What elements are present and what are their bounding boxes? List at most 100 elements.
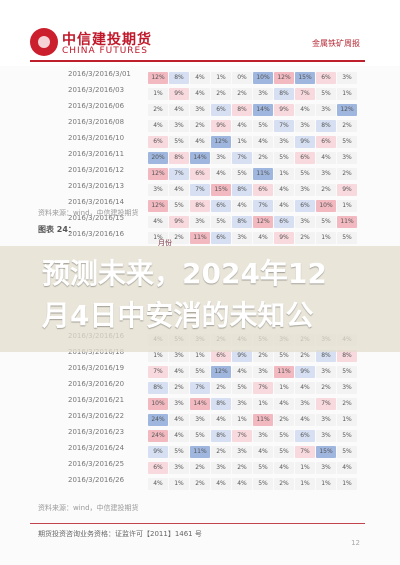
heatmap-cell: 3%: [190, 104, 210, 116]
heatmap-cell: 1%: [274, 168, 294, 180]
heatmap-cell: 4%: [169, 366, 189, 378]
heatmap-cell: 14%: [190, 152, 210, 164]
heatmap-cell: 6%: [316, 136, 336, 148]
heatmap-cell: 3%: [211, 152, 231, 164]
heatmap-cell: 4%: [232, 478, 252, 490]
heatmap-cell: 3%: [295, 216, 315, 228]
heatmap-cell: 4%: [169, 104, 189, 116]
heatmap-cell: 6%: [190, 168, 210, 180]
table-row: 2016/3/2016/3/01 12% 8% 4% 1% 0% 10% 12% 15% 6% 3%: [38, 70, 357, 86]
heatmap-cell: 6%: [295, 200, 315, 212]
table-row: 2016/3/2016/08 4% 3% 2% 9% 4% 5% 7% 3% 8% 2%: [38, 118, 357, 134]
heatmap-cell: 10%: [148, 398, 168, 410]
heatmap-cell: 5%: [211, 216, 231, 228]
heatmap-cell: 1%: [274, 382, 294, 394]
heatmap-cell: 3%: [232, 232, 252, 244]
heatmap-cell: 3%: [295, 120, 315, 132]
heatmap-cell: 3%: [253, 88, 273, 100]
heatmap-cell: 4%: [148, 478, 168, 490]
heatmap-cell: 9%: [232, 350, 252, 362]
heatmap-cell: 1%: [148, 232, 168, 244]
heatmap-cell: 7%: [148, 366, 168, 378]
row-date-label: 2016/3/2016/03: [68, 86, 125, 94]
heatmap-cell: 4%: [169, 414, 189, 426]
heatmap-cell: 6%: [148, 136, 168, 148]
heatmap-cell: 7%: [295, 88, 315, 100]
heatmap-cell: 6%: [295, 430, 315, 442]
heatmap-cell: 8%: [169, 72, 189, 84]
heatmap-cell: 1%: [169, 478, 189, 490]
table-row: 2016/3/2016/11 20% 8% 14% 3% 7% 2% 5% 6% 4% 3%: [38, 150, 357, 166]
heatmap-cell: 5%: [274, 350, 294, 362]
heatmap-cell: 3%: [253, 430, 273, 442]
heatmap-cell: 3%: [295, 398, 315, 410]
table-row: 2016/3/2016/12 12% 7% 6% 4% 5% 11% 1% 5% 3% 2%: [38, 166, 357, 182]
heatmap-cell: 4%: [274, 200, 294, 212]
heatmap-cell: 2%: [274, 478, 294, 490]
heatmap-cell: 1%: [316, 232, 336, 244]
heatmap-cell: 7%: [274, 120, 294, 132]
heatmap-cell: 7%: [169, 168, 189, 180]
heatmap-cell: 0%: [232, 72, 252, 84]
heatmap-cell: 8%: [232, 104, 252, 116]
heatmap-cell: 12%: [148, 168, 168, 180]
row-date-label: 2016/3/2016/23: [68, 428, 125, 436]
heatmap-cell: 15%: [211, 184, 231, 196]
heatmap-cell: 4%: [148, 120, 168, 132]
heatmap-cell: 3%: [274, 136, 294, 148]
heatmap-cell: 15%: [295, 72, 315, 84]
heatmap-cell: 7%: [316, 398, 336, 410]
table-row: 2016/3/2016/20 8% 2% 7% 2% 5% 7% 1% 4% 2% 3%: [38, 380, 357, 396]
heatmap-cell: 4%: [211, 478, 231, 490]
heatmap-cell: 4%: [337, 462, 357, 474]
heatmap-cell: 2%: [211, 446, 231, 458]
heatmap-cell: 6%: [274, 216, 294, 228]
heatmap-cell: 7%: [253, 200, 273, 212]
heatmap-cell: 8%: [316, 120, 336, 132]
row-date-label: 2016/3/2016/25: [68, 460, 125, 468]
headline-line-2: 月4日中安消的未知公: [42, 299, 314, 332]
heatmap-cell: 6%: [253, 184, 273, 196]
heatmap-cell: 8%: [190, 200, 210, 212]
heatmap-cell: 1%: [295, 462, 315, 474]
heatmap-cell: 4%: [211, 168, 231, 180]
heatmap-cell: 4%: [232, 200, 252, 212]
heatmap-cell: 2%: [190, 462, 210, 474]
heatmap-cell: 3%: [337, 382, 357, 394]
heatmap-cell: 6%: [316, 72, 336, 84]
heatmap-cell: 9%: [274, 232, 294, 244]
heatmap-cell: 9%: [148, 446, 168, 458]
report-tag: 金属铁矿周报: [312, 39, 360, 48]
figure-title: 图表 24：: [38, 225, 76, 234]
heatmap-cell: 5%: [337, 446, 357, 458]
row-date-label: 2016/3/2016/14: [68, 198, 125, 206]
heatmap-cell: 11%: [337, 216, 357, 228]
heatmap-cell: 3%: [316, 366, 336, 378]
heatmap-cell: 20%: [148, 152, 168, 164]
footer-text: 期货投资咨询业务资格：证监许可【2011】1461 号: [38, 530, 202, 538]
heatmap-cell: 5%: [295, 168, 315, 180]
row-date-label: 2016/3/2016/22: [68, 412, 125, 420]
heatmap-cell: 5%: [232, 168, 252, 180]
heatmap-cell: 2%: [169, 382, 189, 394]
row-date-label: 2016/3/2016/06: [68, 102, 125, 110]
heatmap-cell: 2%: [316, 382, 336, 394]
heatmap-cell: 1%: [337, 414, 357, 426]
heatmap-cell: 6%: [211, 104, 231, 116]
heatmap-cell: 4%: [169, 184, 189, 196]
heatmap-cell: 9%: [169, 216, 189, 228]
heatmap-cell: 5%: [337, 430, 357, 442]
row-date-label: 2016/3/2016/21: [68, 396, 125, 404]
heatmap-cell: 12%: [274, 72, 294, 84]
heatmap-cell: 1%: [337, 200, 357, 212]
heatmap-cell: 5%: [316, 88, 336, 100]
heatmap-cell: 3%: [337, 72, 357, 84]
heatmap-cell: 1%: [337, 88, 357, 100]
heatmap-cell: 4%: [295, 382, 315, 394]
heatmap-cell: 5%: [337, 232, 357, 244]
heatmap-cell: 3%: [169, 350, 189, 362]
heatmap-cell: 24%: [148, 430, 168, 442]
heatmap-cell: 14%: [253, 104, 273, 116]
heatmap-cell: 5%: [253, 120, 273, 132]
